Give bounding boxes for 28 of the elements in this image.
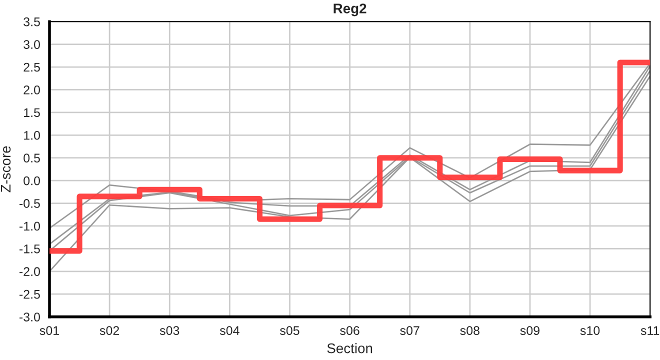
y-tick-label: -1.0	[19, 222, 40, 231]
y-tick-label: 1.5	[24, 108, 40, 118]
y-tick-label: 0.0	[24, 176, 40, 186]
y-tick-label: -1.5	[19, 244, 40, 254]
y-tick-label: -0.5	[19, 199, 40, 208]
x-axis-title: Section	[327, 343, 372, 354]
y-tick-label: 1.0	[24, 130, 40, 140]
y-tick-label: -3.0	[19, 312, 40, 322]
y-tick-label: 0.5	[24, 154, 40, 162]
y-tick-label: 2.5	[24, 62, 40, 72]
x-tick-label: s01	[40, 326, 59, 336]
x-tick-label: s10	[580, 326, 600, 336]
x-tick-label: s05	[280, 326, 300, 336]
y-tick-label: 2.0	[24, 86, 40, 94]
y-tick-label: -2.0	[19, 267, 40, 276]
y-tick-label: 3.0	[24, 40, 40, 49]
x-tick-label: s11	[640, 326, 660, 336]
x-tick-label: s02	[100, 326, 120, 336]
y-axis-title: Z-score	[0, 146, 11, 192]
chart-title: Reg2	[334, 4, 366, 16]
y-tick-label: 3.5	[24, 17, 40, 26]
x-tick-label: s06	[340, 326, 360, 336]
x-tick-label: s04	[220, 326, 240, 336]
x-tick-label: s08	[460, 326, 480, 336]
x-tick-label: s07	[400, 326, 420, 336]
y-tick-label: -2.5	[19, 290, 40, 299]
x-tick-label: s03	[160, 326, 180, 336]
x-tick-label: s09	[520, 326, 540, 336]
